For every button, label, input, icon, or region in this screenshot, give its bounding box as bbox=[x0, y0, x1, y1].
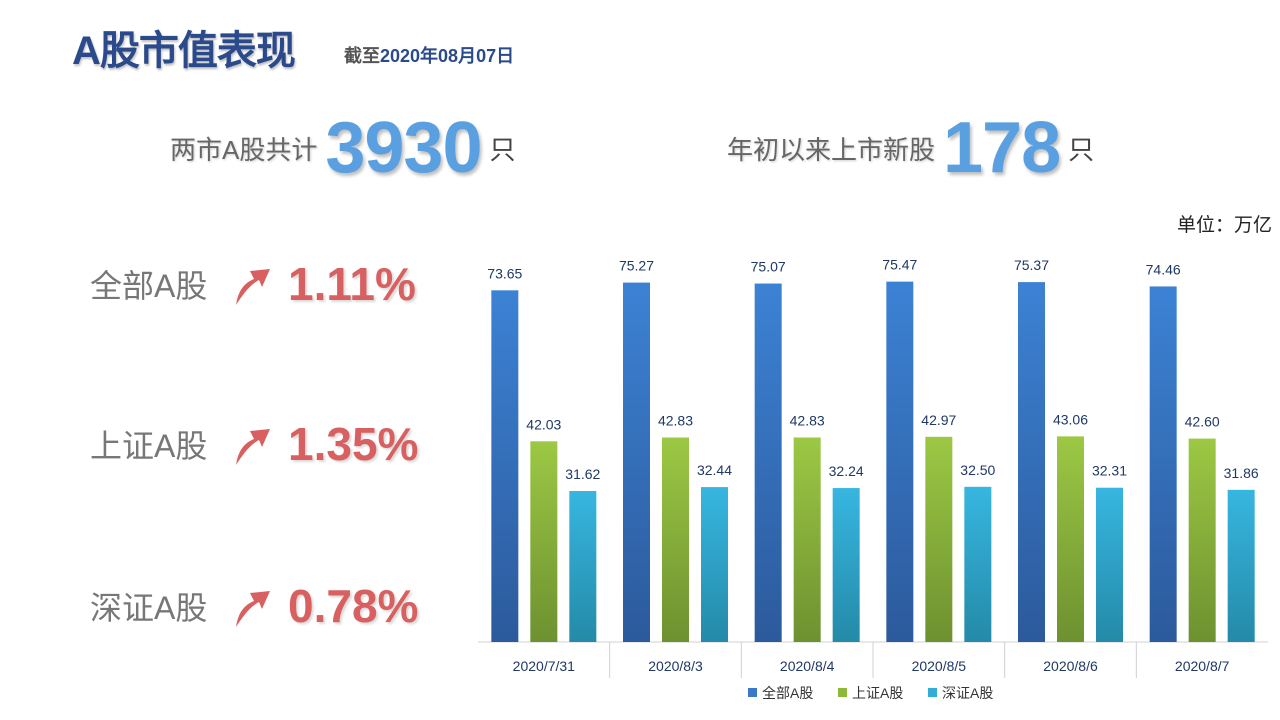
data-label: 42.60 bbox=[1185, 414, 1220, 430]
stat-new-listings: 年初以来上市新股 178 只 bbox=[727, 108, 1094, 188]
x-tick-label: 2020/8/5 bbox=[912, 658, 967, 674]
bar-sz-a bbox=[1096, 487, 1123, 642]
up-arrow-icon bbox=[236, 269, 270, 305]
x-tick-label: 2020/7/31 bbox=[513, 658, 575, 674]
data-label: 75.37 bbox=[1014, 257, 1049, 273]
as-of-date: 截至2020年08月07日 bbox=[344, 42, 514, 68]
change-row-all-a: 全部A股 1.11% bbox=[90, 254, 416, 314]
bar-sz-a bbox=[1227, 489, 1255, 642]
data-label: 73.65 bbox=[487, 265, 522, 281]
change-row-sh-a: 上证A股 1.35% bbox=[90, 414, 418, 474]
up-arrow-icon bbox=[236, 591, 270, 627]
change-name: 深证A股 bbox=[90, 590, 208, 626]
as-of-prefix: 截至 bbox=[344, 46, 380, 66]
x-tick-label: 2020/8/4 bbox=[780, 658, 835, 674]
stat-unit: 只 bbox=[1068, 134, 1095, 165]
legend-swatch bbox=[838, 688, 847, 697]
data-label: 42.83 bbox=[658, 412, 693, 428]
change-percent: 0.78% bbox=[288, 580, 419, 632]
stat-value: 178 bbox=[943, 108, 1061, 188]
data-label: 74.46 bbox=[1146, 261, 1181, 277]
data-label: 31.62 bbox=[565, 466, 600, 482]
legend-entry: 全部A股 bbox=[762, 685, 813, 701]
legend-swatch bbox=[748, 688, 757, 697]
bar-all-a bbox=[1149, 286, 1177, 642]
data-label: 32.24 bbox=[829, 463, 864, 479]
bar-sz-a bbox=[964, 486, 992, 642]
data-label: 43.06 bbox=[1053, 411, 1088, 427]
change-name: 上证A股 bbox=[90, 428, 208, 464]
data-label: 32.31 bbox=[1092, 463, 1127, 479]
bar-all-a bbox=[1018, 282, 1045, 642]
as-of-date-value: 2020年08月07日 bbox=[380, 46, 515, 66]
bar-all-a bbox=[886, 281, 914, 642]
up-arrow-icon bbox=[236, 429, 270, 465]
x-tick-label: 2020/8/6 bbox=[1043, 658, 1098, 674]
bar-all-a bbox=[623, 282, 650, 642]
page-title: A股市值表现 bbox=[72, 29, 296, 73]
bar-chart: 73.65 42.03 31.62 2020/7/31 75.27 42.83 32.44 2… bbox=[478, 257, 1268, 701]
stat-label: 年初以来上市新股 bbox=[727, 134, 936, 165]
legend-entry: 上证A股 bbox=[852, 685, 903, 701]
data-label: 42.97 bbox=[921, 412, 956, 428]
legend-swatch bbox=[928, 688, 937, 697]
change-name: 全部A股 bbox=[90, 268, 208, 304]
stat-unit: 只 bbox=[489, 134, 516, 165]
bar-all-a bbox=[754, 283, 782, 642]
bar-sh-a bbox=[1057, 436, 1084, 642]
data-label: 32.50 bbox=[960, 462, 995, 478]
data-label: 75.47 bbox=[882, 257, 917, 273]
change-percent: 1.11% bbox=[288, 258, 416, 310]
data-label: 75.27 bbox=[619, 258, 654, 274]
data-label: 32.44 bbox=[697, 462, 732, 478]
stat-value: 3930 bbox=[325, 108, 482, 188]
x-tick-label: 2020/8/3 bbox=[648, 658, 703, 674]
data-label: 42.83 bbox=[790, 412, 825, 428]
data-label: 42.03 bbox=[526, 416, 561, 432]
bar-sh-a bbox=[925, 436, 953, 642]
data-label: 75.07 bbox=[751, 259, 786, 275]
stat-label: 两市A股共计 bbox=[170, 134, 318, 165]
bar-sz-a bbox=[701, 487, 728, 642]
bar-sh-a bbox=[662, 437, 689, 642]
bar-sz-a bbox=[569, 491, 597, 642]
bar-sh-a bbox=[530, 441, 558, 642]
bar-sz-a bbox=[832, 488, 860, 642]
chart-unit-label: 单位：万亿 bbox=[1176, 215, 1272, 236]
stat-total-stocks: 两市A股共计 3930 只 bbox=[170, 108, 516, 188]
bar-sh-a bbox=[1188, 438, 1216, 642]
bar-all-a bbox=[491, 290, 519, 642]
data-label: 31.86 bbox=[1224, 465, 1259, 481]
change-row-sz-a: 深证A股 0.78% bbox=[90, 576, 418, 636]
change-percent: 1.35% bbox=[288, 418, 419, 470]
x-tick-label: 2020/8/7 bbox=[1175, 658, 1230, 674]
legend-entry: 深证A股 bbox=[942, 685, 993, 701]
bar-sh-a bbox=[793, 437, 821, 642]
